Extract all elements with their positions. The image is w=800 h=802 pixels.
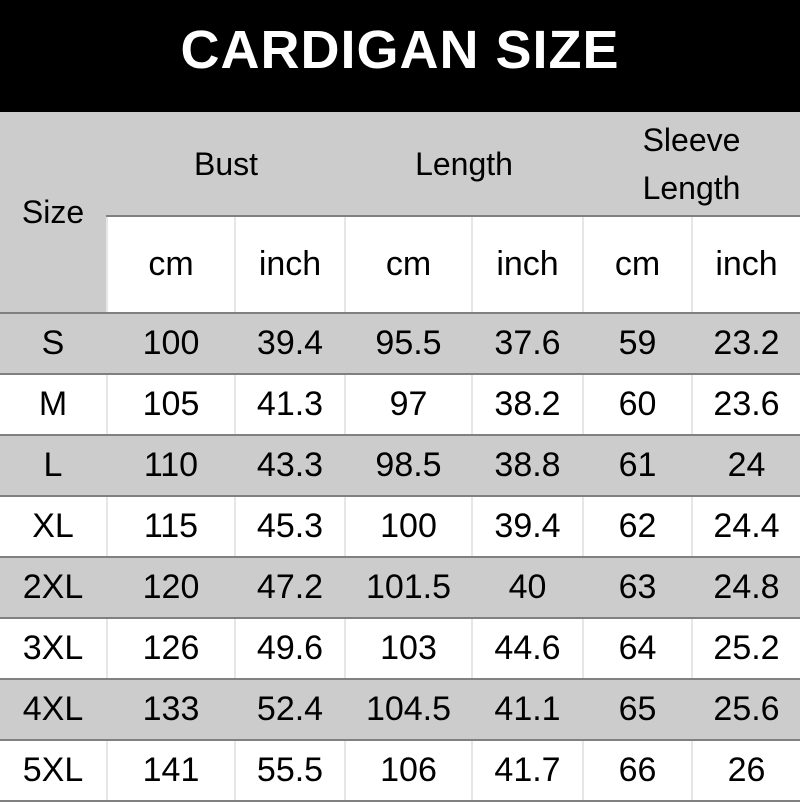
value-cell: 40 [471, 557, 583, 619]
value-cell: 24.8 [691, 557, 800, 619]
value-cell: 55.5 [234, 740, 345, 802]
size-cell: 4XL [0, 679, 107, 741]
table-row: L 110 43.3 98.5 38.8 61 24 [0, 435, 800, 497]
unit-header: inch [471, 215, 583, 314]
value-cell: 105 [106, 374, 235, 436]
value-cell: 41.7 [471, 740, 583, 802]
value-cell: 41.3 [234, 374, 345, 436]
value-cell: 126 [106, 618, 235, 680]
value-cell: 39.4 [234, 313, 345, 375]
value-cell: 61 [582, 435, 692, 497]
value-cell: 24.4 [691, 496, 800, 558]
value-cell: 25.6 [691, 679, 800, 741]
sleeve-length-label: Length [642, 169, 741, 206]
value-cell: 44.6 [471, 618, 583, 680]
value-cell: 62 [582, 496, 692, 558]
value-cell: 100 [106, 313, 235, 375]
table-row: M 105 41.3 97 38.2 60 23.6 [0, 374, 800, 436]
table-row: 3XL 126 49.6 103 44.6 64 25.2 [0, 618, 800, 680]
value-cell: 47.2 [234, 557, 345, 619]
table-row: 2XL 120 47.2 101.5 40 63 24.8 [0, 557, 800, 619]
value-cell: 133 [106, 679, 235, 741]
value-cell: 26 [691, 740, 800, 802]
value-cell: 25.2 [691, 618, 800, 680]
value-cell: 37.6 [471, 313, 583, 375]
value-cell: 110 [106, 435, 235, 497]
value-cell: 104.5 [344, 679, 472, 741]
value-cell: 120 [106, 557, 235, 619]
table-row: 4XL 133 52.4 104.5 41.1 65 25.6 [0, 679, 800, 741]
value-cell: 43.3 [234, 435, 345, 497]
value-cell: 41.1 [471, 679, 583, 741]
size-cell: 5XL [0, 740, 107, 802]
value-cell: 24 [691, 435, 800, 497]
sleeve-label: Sleeve [642, 121, 741, 158]
value-cell: 101.5 [344, 557, 472, 619]
sleeve-length-header: Sleeve Length [583, 112, 800, 216]
value-cell: 38.8 [471, 435, 583, 497]
table-row: 5XL 141 55.5 106 41.7 66 26 [0, 740, 800, 802]
value-cell: 60 [582, 374, 692, 436]
table-row: XL 115 45.3 100 39.4 62 24.4 [0, 496, 800, 558]
table-row: S 100 39.4 95.5 37.6 59 23.2 [0, 313, 800, 375]
size-cell: L [0, 435, 107, 497]
length-header: Length [345, 112, 583, 216]
value-cell: 38.2 [471, 374, 583, 436]
unit-header: cm [106, 215, 235, 314]
value-cell: 141 [106, 740, 235, 802]
size-cell: 2XL [0, 557, 107, 619]
value-cell: 23.6 [691, 374, 800, 436]
page-title: CARDIGAN SIZE [0, 0, 800, 112]
value-cell: 63 [582, 557, 692, 619]
value-cell: 64 [582, 618, 692, 680]
size-cell: M [0, 374, 107, 436]
unit-header: cm [582, 215, 692, 314]
value-cell: 23.2 [691, 313, 800, 375]
unit-header: inch [234, 215, 345, 314]
value-cell: 100 [344, 496, 472, 558]
size-table: Size Bust Length Sleeve Length cm inch cm… [0, 112, 800, 802]
size-cell: S [0, 313, 107, 375]
value-cell: 66 [582, 740, 692, 802]
value-cell: 45.3 [234, 496, 345, 558]
value-cell: 65 [582, 679, 692, 741]
value-cell: 97 [344, 374, 472, 436]
size-cell: 3XL [0, 618, 107, 680]
value-cell: 103 [344, 618, 472, 680]
bust-header: Bust [107, 112, 345, 216]
value-cell: 59 [582, 313, 692, 375]
value-cell: 52.4 [234, 679, 345, 741]
value-cell: 95.5 [344, 313, 472, 375]
unit-header: cm [344, 215, 472, 314]
size-cell: XL [0, 496, 107, 558]
value-cell: 98.5 [344, 435, 472, 497]
value-cell: 106 [344, 740, 472, 802]
size-header: Size [0, 112, 107, 314]
value-cell: 39.4 [471, 496, 583, 558]
unit-header: inch [691, 215, 800, 314]
value-cell: 115 [106, 496, 235, 558]
value-cell: 49.6 [234, 618, 345, 680]
